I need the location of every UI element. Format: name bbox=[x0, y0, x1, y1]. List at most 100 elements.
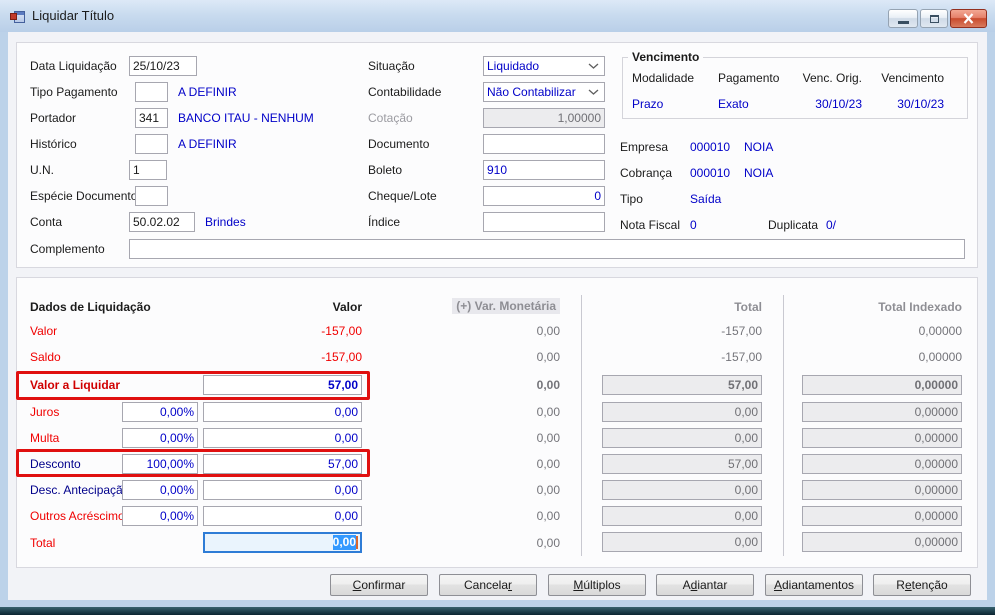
minimize-button[interactable] bbox=[888, 9, 918, 28]
boleto-input[interactable] bbox=[483, 160, 605, 180]
minimize-icon bbox=[897, 21, 909, 24]
multa-pct-input[interactable] bbox=[122, 428, 198, 448]
window-bottom-edge bbox=[0, 607, 995, 615]
multiplos-button[interactable]: Múltiplos bbox=[548, 574, 646, 596]
data-liquidacao-input[interactable] bbox=[129, 56, 197, 76]
retencao-button[interactable]: Retenção bbox=[873, 574, 971, 596]
label-boleto: Boleto bbox=[368, 163, 403, 177]
juros-pct-input[interactable] bbox=[122, 402, 198, 422]
label-situacao: Situação bbox=[368, 59, 415, 73]
un-input[interactable] bbox=[129, 160, 167, 180]
outros-acrescimos-valor-input[interactable] bbox=[203, 506, 362, 526]
row-label-valor-a-liquidar: Valor a Liquidar bbox=[30, 378, 121, 392]
label-cheque-lote: Cheque/Lote bbox=[368, 189, 437, 203]
valor-a-liquidar-total bbox=[602, 375, 762, 395]
tipo-pagamento-input[interactable] bbox=[135, 82, 168, 102]
title-bar[interactable]: Liquidar Título bbox=[0, 0, 995, 32]
vencimento-col-venc-orig: Venc. Orig. bbox=[802, 71, 862, 85]
adiantar-button[interactable]: Adiantar bbox=[656, 574, 754, 596]
vencimento-col-pagamento: Pagamento bbox=[718, 71, 780, 85]
label-duplicata: Duplicata bbox=[768, 218, 819, 232]
conta-input[interactable] bbox=[129, 212, 195, 232]
tipo-value: Saída bbox=[690, 192, 722, 206]
especie-documento-input[interactable] bbox=[135, 186, 168, 206]
outros-acrescimos-var: 0,00 bbox=[536, 509, 560, 523]
valor-a-liquidar-input[interactable] bbox=[203, 375, 362, 395]
outros-acrescimos-indexado bbox=[802, 506, 962, 526]
desc-antecipacao-valor-input[interactable] bbox=[203, 480, 362, 500]
row-label-desconto: Desconto bbox=[30, 457, 81, 471]
outros-acrescimos-total bbox=[602, 506, 762, 526]
vencimento-col-modalidade: Modalidade bbox=[632, 71, 695, 85]
duplicata-value: 0/ bbox=[826, 218, 837, 232]
close-button[interactable] bbox=[950, 9, 987, 28]
desc-antecipacao-total bbox=[602, 480, 762, 500]
multa-indexado bbox=[802, 428, 962, 448]
cobranca-code: 000010 bbox=[690, 166, 731, 180]
multa-total bbox=[602, 428, 762, 448]
adiantamentos-button[interactable]: Adiantamentos bbox=[765, 574, 863, 596]
row-label-saldo: Saldo bbox=[30, 350, 61, 364]
saldo-valor: -157,00 bbox=[321, 350, 362, 364]
label-tipo-pagamento: Tipo Pagamento bbox=[30, 85, 118, 99]
label-especie-documento: Espécie Documento bbox=[30, 189, 138, 203]
total-indexado bbox=[802, 532, 962, 552]
valor-a-liquidar-indexado bbox=[802, 375, 962, 395]
cobranca-name: NOIA bbox=[744, 166, 774, 180]
row-label-valor: Valor bbox=[30, 324, 58, 338]
juros-total bbox=[602, 402, 762, 422]
label-indice: Índice bbox=[368, 215, 401, 229]
outros-acrescimos-pct-input[interactable] bbox=[122, 506, 198, 526]
total-var: 0,00 bbox=[536, 536, 560, 550]
confirmar-button[interactable]: Confirmar bbox=[330, 574, 428, 596]
label-un: U.N. bbox=[30, 163, 54, 177]
label-empresa: Empresa bbox=[620, 140, 669, 154]
complemento-input[interactable] bbox=[129, 239, 965, 259]
vencimento-pagamento-value: Exato bbox=[718, 97, 749, 111]
portador-input[interactable] bbox=[135, 108, 168, 128]
vencimento-group-title: Vencimento bbox=[628, 50, 704, 64]
juros-valor-input[interactable] bbox=[203, 402, 362, 422]
label-complemento: Complemento bbox=[30, 242, 105, 256]
grid-header-dados: Dados de Liquidação bbox=[30, 300, 151, 314]
cheque-lote-input[interactable] bbox=[483, 186, 605, 206]
saldo-var: 0,00 bbox=[536, 350, 560, 364]
desconto-valor-input[interactable] bbox=[203, 454, 362, 474]
desc-antecipacao-var: 0,00 bbox=[536, 483, 560, 497]
grid-header-total: Total bbox=[734, 300, 762, 314]
documento-input[interactable] bbox=[483, 134, 605, 154]
multa-valor-input[interactable] bbox=[203, 428, 362, 448]
close-icon bbox=[963, 13, 974, 24]
label-cobranca: Cobrança bbox=[620, 166, 673, 180]
label-tipo: Tipo bbox=[620, 192, 643, 206]
situacao-combobox[interactable]: Liquidado bbox=[483, 56, 605, 76]
grid-header-valor: Valor bbox=[332, 300, 362, 314]
column-separator bbox=[783, 295, 784, 556]
desc-antecipacao-pct-input[interactable] bbox=[122, 480, 198, 500]
window-title: Liquidar Título bbox=[32, 8, 115, 23]
juros-indexado bbox=[802, 402, 962, 422]
valor-a-liquidar-var: 0,00 bbox=[536, 378, 560, 392]
cancelar-button[interactable]: Cancelar bbox=[439, 574, 537, 596]
contabilidade-combobox[interactable]: Não Contabilizar bbox=[483, 82, 605, 102]
vencimento-modalidade-value: Prazo bbox=[632, 97, 664, 111]
label-portador: Portador bbox=[30, 111, 77, 125]
row-label-multa: Multa bbox=[30, 431, 60, 445]
historico-input[interactable] bbox=[135, 134, 168, 154]
indice-input[interactable] bbox=[483, 212, 605, 232]
historico-desc: A DEFINIR bbox=[178, 137, 237, 151]
total-total bbox=[602, 532, 762, 552]
vencimento-col-vencimento: Vencimento bbox=[881, 71, 944, 85]
desconto-pct-input[interactable] bbox=[122, 454, 198, 474]
empresa-code: 000010 bbox=[690, 140, 731, 154]
maximize-button[interactable] bbox=[920, 9, 948, 28]
saldo-indexado: 0,00000 bbox=[918, 350, 962, 364]
maximize-icon bbox=[929, 14, 939, 23]
multa-var: 0,00 bbox=[536, 431, 560, 445]
total-input[interactable]: 0,00 bbox=[203, 532, 362, 553]
vencimento-vencimento-value: 30/10/23 bbox=[897, 97, 944, 111]
label-nota-fiscal: Nota Fiscal bbox=[620, 218, 681, 232]
contabilidade-value: Não Contabilizar bbox=[487, 85, 576, 99]
text-caret bbox=[356, 536, 358, 549]
